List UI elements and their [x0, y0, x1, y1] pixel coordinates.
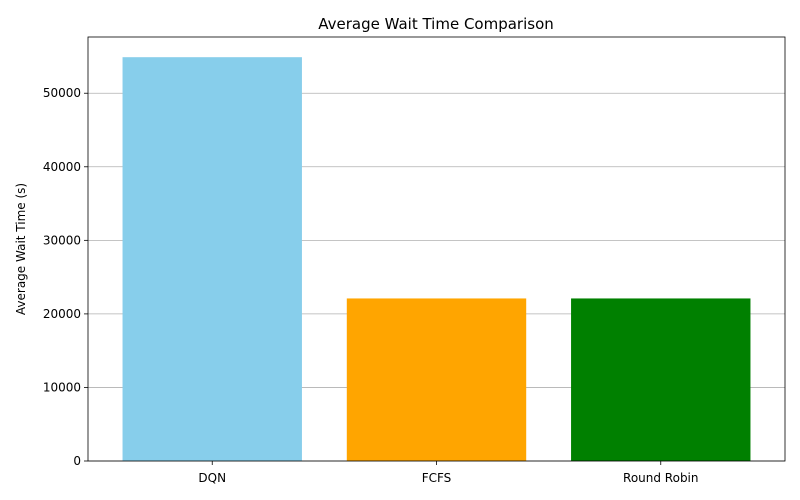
- y-ticks: 0 10000 20000 30000 40000 50000: [43, 86, 88, 468]
- x-ticks: DQN FCFS Round Robin: [198, 461, 699, 485]
- bar-round-robin: [571, 298, 751, 461]
- chart-title: Average Wait Time Comparison: [318, 15, 554, 33]
- y-tick-label: 30000: [43, 233, 81, 247]
- y-tick-label: 20000: [43, 307, 81, 321]
- bar-dqn: [122, 57, 302, 461]
- y-tick-label: 50000: [43, 86, 81, 100]
- x-tick-label: Round Robin: [623, 471, 698, 485]
- y-axis-label: Average Wait Time (s): [14, 183, 28, 315]
- y-tick-label: 0: [73, 454, 81, 468]
- y-tick-label: 10000: [43, 380, 81, 394]
- x-tick-label: FCFS: [422, 471, 452, 485]
- x-tick-label: DQN: [198, 471, 226, 485]
- bars: [122, 57, 751, 461]
- bar-fcfs: [346, 298, 527, 461]
- y-tick-label: 40000: [43, 160, 81, 174]
